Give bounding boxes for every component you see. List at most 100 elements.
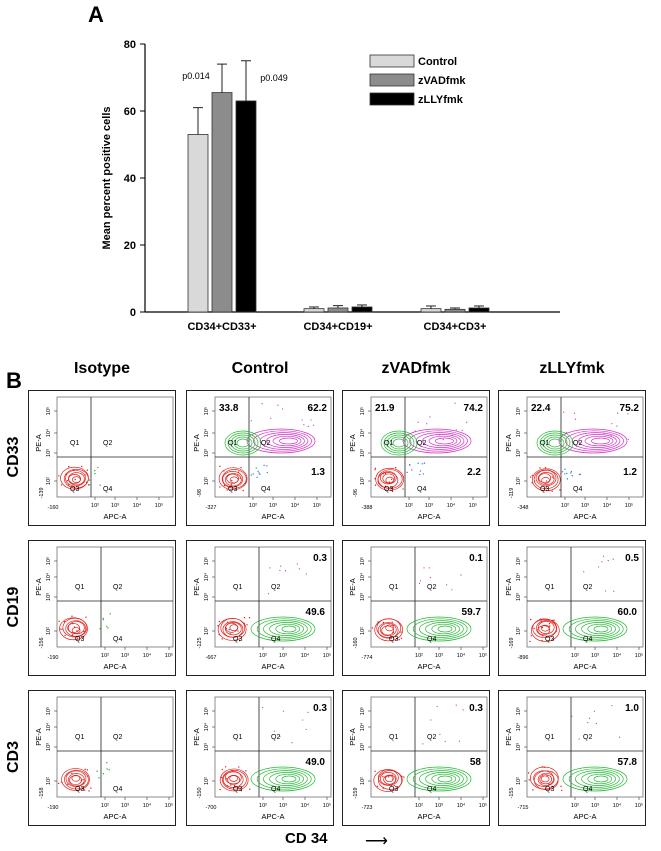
contour-red (383, 774, 397, 785)
x-tick-label: 10² (101, 803, 109, 809)
contour-green (425, 622, 460, 636)
event-dot-red (548, 625, 551, 627)
contour-red (227, 774, 240, 785)
event-dot-red (400, 637, 403, 639)
event-dot-magenta (310, 407, 312, 409)
flow-plot-canvas: Q1 Q2 Q3 Q4 33.8 62.2 1.3 10² 10³ 10⁴ 10⁵ 10² 10³ 10⁴… (192, 396, 332, 521)
event-dot-red (551, 785, 554, 788)
y-tick-label: 10³ (46, 449, 52, 457)
bar-zLLYfmk-CD34+CD33+ (235, 100, 257, 313)
x-tick-label: 10² (259, 803, 267, 809)
x-tick-label: 10² (571, 653, 579, 659)
event-dot-red (530, 635, 532, 637)
x-tick-label: 10³ (435, 803, 443, 809)
event-dot-magenta (573, 412, 576, 414)
event-dot-red (244, 482, 246, 484)
event-dot-green (106, 762, 108, 764)
contour-green (389, 436, 409, 450)
event-dot-red (542, 635, 544, 637)
x-tick-label: 10² (561, 503, 569, 509)
event-dot-red (83, 789, 86, 791)
event-dot-red (60, 484, 63, 486)
quadrant-label-q2: Q2 (271, 584, 280, 591)
y-tick-label: 10² (360, 627, 366, 635)
x-tick-label: 10⁵ (155, 502, 163, 509)
event-dot-red (221, 638, 223, 640)
y-tick-label: 10² (204, 477, 210, 485)
event-dot-red (374, 770, 376, 773)
x-tick-label: 10³ (581, 503, 589, 509)
event-dot-red (219, 486, 221, 488)
event-dot-red (85, 616, 87, 618)
contour-green (431, 623, 457, 635)
event-dot-magenta (430, 719, 432, 721)
flow-plot-cd33-isotype: Q1 Q2 Q3 Q4 10² 10³ 10⁴ 10⁵ 10² 10³ 10⁴ 10⁵ -160 -139… (28, 390, 176, 526)
event-dot-green (97, 466, 99, 469)
x-tick-label: 10⁴ (613, 802, 622, 809)
event-dot-magenta (298, 568, 301, 570)
column-header-isotype: Isotype (73, 360, 130, 377)
contour-red (535, 469, 557, 487)
y-tick-label: 10⁴ (515, 722, 522, 731)
flow-plot-canvas: Q1 Q2 Q3 Q4 0.1 59.7 10² 10³ 10⁴ 10⁵ 10² 10³ 10⁴ 10⁵ -… (348, 546, 488, 671)
event-dot-red (72, 622, 74, 625)
event-dot-green (94, 469, 96, 472)
event-dot-red (71, 634, 74, 636)
event-dot-red (226, 785, 229, 787)
event-dot-magenta (461, 429, 463, 432)
event-dot-magenta (442, 438, 444, 441)
event-dot-magenta (302, 719, 304, 721)
x-axis-name: APC-A (104, 512, 127, 521)
event-dot-blue (259, 473, 261, 476)
x-axis-name: APC-A (262, 812, 285, 821)
contour-red (538, 473, 552, 484)
event-dot-magenta (616, 425, 618, 427)
event-dot-red (555, 630, 557, 632)
right-arrow-icon: ⟶ (365, 833, 388, 850)
event-dot-blue (564, 473, 566, 475)
contour-red (533, 770, 554, 787)
y-tick-label: 10⁴ (45, 722, 52, 731)
event-dot-red (63, 620, 66, 623)
event-dot-red (228, 628, 230, 631)
event-dot-magenta (305, 728, 307, 731)
contour-red (222, 471, 244, 488)
panel-b-label: B (6, 368, 22, 393)
contour-red (537, 772, 555, 787)
x-tick-label: 10⁵ (323, 652, 331, 659)
x-tick-label: 10⁵ (625, 502, 633, 509)
x-min-label: -190 (47, 655, 58, 661)
event-dot-red (374, 477, 376, 480)
y-tick-label: 10³ (204, 449, 210, 457)
percent-q4: 1.2 (623, 467, 637, 478)
p-value-annotation: p0.014 (182, 71, 210, 81)
event-dot-magenta (269, 567, 271, 569)
legend-label: zVADfmk (418, 75, 466, 87)
event-dot-red (374, 484, 377, 486)
contour-green (269, 772, 304, 786)
event-dot-red (226, 621, 229, 624)
x-tick-label: 10⁵ (469, 502, 477, 509)
quadrant-label-q1: Q1 (545, 734, 554, 741)
event-dot-red (384, 776, 387, 778)
row-header-cd33: CD33 (5, 436, 22, 478)
contour-red (540, 775, 550, 783)
event-dot-magenta (250, 420, 252, 422)
y-tick-label: 10⁴ (515, 572, 522, 581)
event-dot-red (395, 634, 397, 637)
contour-red (377, 770, 403, 790)
contour-green (431, 773, 457, 785)
y-min-label: -98 (197, 489, 203, 497)
event-dot-red (218, 633, 220, 636)
event-dot-magenta (429, 577, 432, 579)
contour-magenta (253, 430, 312, 452)
event-dot-red (402, 476, 404, 478)
y-tick-label: 10³ (360, 593, 366, 601)
event-dot-magenta (563, 411, 565, 413)
event-dot-magenta (607, 560, 609, 562)
percent-q4: 2.2 (467, 467, 481, 478)
event-dot-magenta (262, 706, 264, 709)
event-dot-red (76, 637, 79, 639)
x-tick-label: 10⁵ (635, 802, 643, 809)
bar-chart: 0 20 40 60 80 Mean percent positive cells CD34… (101, 39, 560, 333)
